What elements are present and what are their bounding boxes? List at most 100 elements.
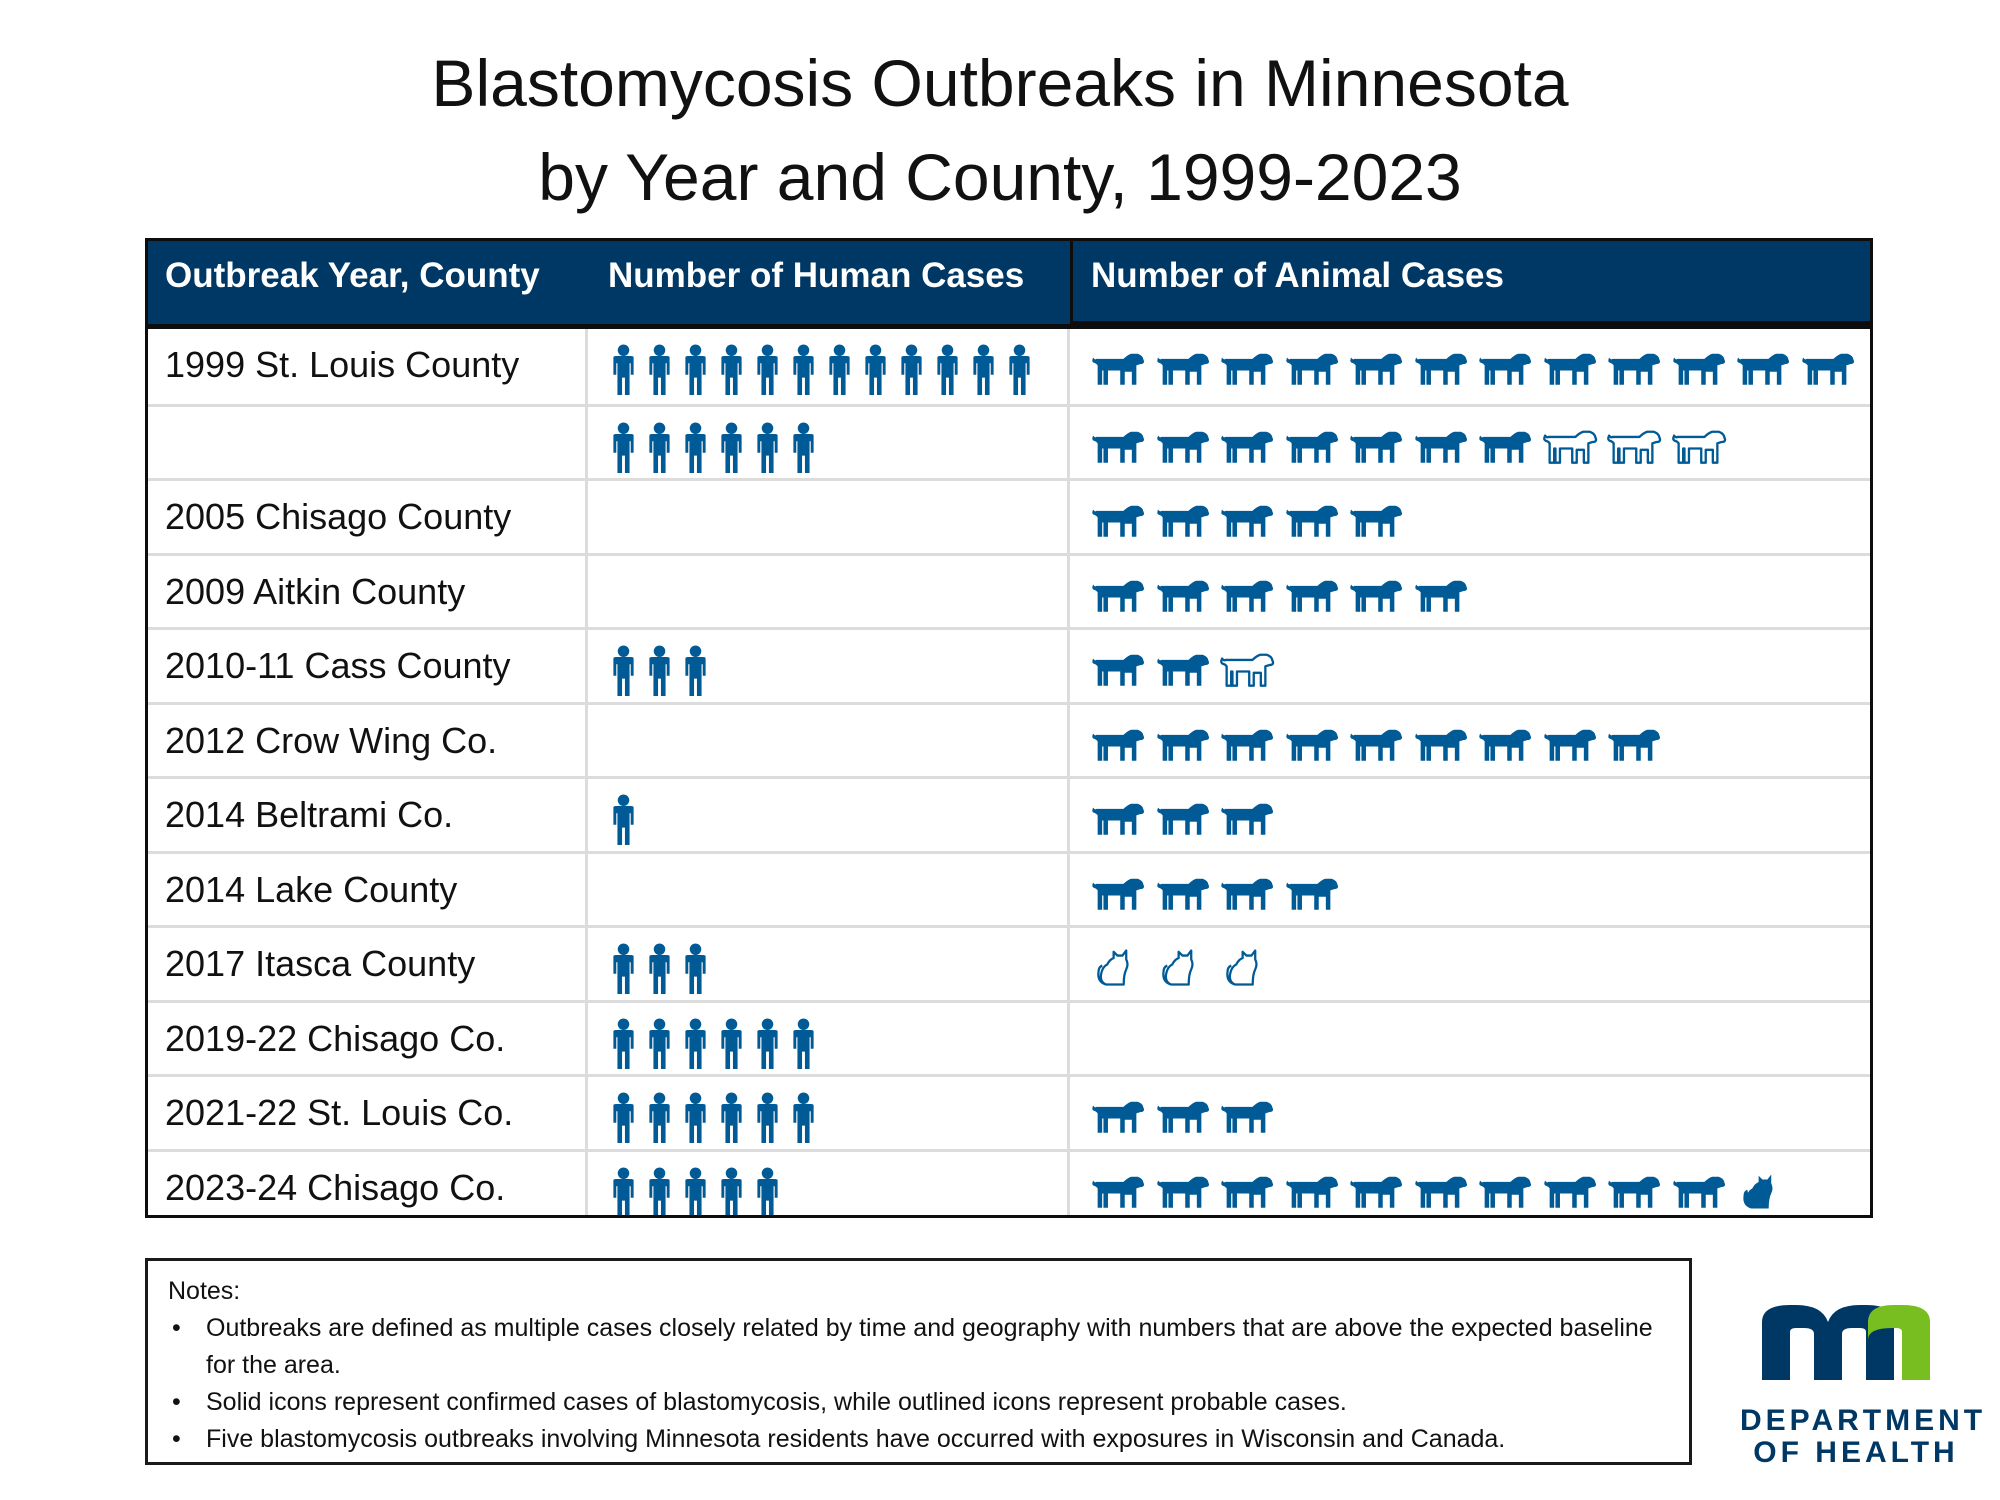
person-icon bbox=[829, 344, 850, 395]
dog-icon bbox=[1543, 729, 1596, 761]
dog-icon bbox=[1092, 878, 1145, 910]
outbreak-label: 2021-22 St. Louis Co. bbox=[148, 1077, 588, 1149]
dog-icon bbox=[1350, 729, 1403, 761]
person-icon bbox=[649, 1166, 670, 1215]
dog-icon bbox=[1156, 431, 1209, 463]
human-cases-cell bbox=[588, 406, 1070, 478]
animal-cases-cell bbox=[1070, 630, 1870, 702]
person-icon bbox=[793, 421, 814, 473]
person-icon bbox=[685, 1166, 706, 1215]
dog-icon bbox=[1092, 1101, 1145, 1133]
dog-icon bbox=[1285, 580, 1338, 612]
person-icon bbox=[757, 344, 778, 395]
dog-icon bbox=[1156, 654, 1209, 686]
person-icon bbox=[865, 344, 886, 395]
dog-icon bbox=[1608, 729, 1661, 761]
table-row: 2017 Itasca County bbox=[148, 925, 1870, 1000]
dog-icon bbox=[1156, 803, 1209, 835]
human-cases-cell bbox=[588, 1002, 1070, 1074]
outbreak-label: 2012 Crow Wing Co. bbox=[148, 704, 588, 776]
cat-icon-outlined bbox=[1161, 949, 1194, 986]
dog-icon-outlined bbox=[1542, 430, 1597, 464]
table-row: 2021-22 St. Louis Co. bbox=[148, 1074, 1870, 1149]
table-row: 2009 Aitkin County bbox=[148, 552, 1870, 628]
person-icon bbox=[721, 1166, 742, 1215]
dog-icon bbox=[1414, 729, 1467, 761]
animal-cases-cell bbox=[1070, 329, 1870, 404]
table-row bbox=[148, 403, 1870, 478]
human-cases-cell bbox=[588, 1077, 1070, 1149]
person-icon bbox=[649, 1092, 670, 1143]
chart-title: Blastomycosis Outbreaks in Minnesota by … bbox=[0, 36, 2000, 224]
table-row: 1999 St. Louis County bbox=[148, 329, 1870, 404]
dog-icon bbox=[1285, 1176, 1338, 1208]
human-cases-cell bbox=[588, 704, 1070, 776]
dog-icon-outlined bbox=[1671, 430, 1726, 464]
outbreak-label bbox=[148, 406, 588, 478]
outbreak-label: 2005 Chisago County bbox=[148, 481, 588, 553]
person-icon bbox=[649, 943, 670, 994]
dog-icon bbox=[1156, 729, 1209, 761]
dog-icon bbox=[1350, 1176, 1403, 1208]
dog-icon bbox=[1350, 431, 1403, 463]
dog-icon bbox=[1479, 353, 1532, 385]
title-line-2: by Year and County, 1999-2023 bbox=[538, 140, 1462, 214]
notes-list: Outbreaks are defined as multiple cases … bbox=[168, 1310, 1673, 1458]
human-cases-cell bbox=[588, 853, 1070, 925]
dog-icon bbox=[1221, 353, 1274, 385]
dog-icon bbox=[1156, 1176, 1209, 1208]
person-icon bbox=[685, 421, 706, 473]
person-icon bbox=[721, 1017, 742, 1069]
person-icon bbox=[649, 421, 670, 473]
title-line-1: Blastomycosis Outbreaks in Minnesota bbox=[431, 46, 1569, 120]
dog-icon bbox=[1156, 1101, 1209, 1133]
notes-heading: Notes: bbox=[168, 1277, 241, 1305]
human-cases-cell bbox=[588, 555, 1070, 627]
cat-icon-outlined bbox=[1226, 949, 1258, 986]
dog-icon bbox=[1092, 803, 1145, 835]
person-icon bbox=[613, 344, 634, 395]
table-row: 2023-24 Chisago Co. bbox=[148, 1148, 1870, 1215]
animal-cases-cell bbox=[1070, 556, 1870, 628]
human-cases-cell bbox=[588, 1151, 1070, 1215]
dog-icon bbox=[1221, 878, 1274, 910]
dog-icon bbox=[1414, 580, 1467, 612]
person-icon bbox=[685, 1017, 706, 1069]
dog-icon bbox=[1221, 729, 1274, 761]
outbreak-label: 1999 St. Louis County bbox=[148, 329, 588, 404]
outbreak-label: 2010-11 Cass County bbox=[148, 630, 588, 702]
column-header-animal-cases: Number of Animal Cases bbox=[1070, 241, 1870, 324]
dog-icon bbox=[1479, 1176, 1532, 1208]
dog-icon bbox=[1737, 353, 1790, 385]
person-icon bbox=[901, 344, 922, 395]
dog-icon bbox=[1285, 505, 1338, 537]
person-icon bbox=[613, 1166, 634, 1215]
person-icon bbox=[793, 1017, 814, 1069]
outbreak-label: 2014 Lake County bbox=[148, 853, 588, 925]
dog-icon bbox=[1285, 431, 1338, 463]
outbreak-label: 2017 Itasca County bbox=[148, 928, 588, 1000]
dog-icon bbox=[1221, 1101, 1274, 1133]
person-icon bbox=[757, 421, 778, 473]
dog-icon bbox=[1092, 431, 1145, 463]
note-item: Five blastomycosis outbreaks involving M… bbox=[168, 1421, 1673, 1458]
person-icon bbox=[649, 645, 670, 696]
person-icon bbox=[685, 645, 706, 696]
dog-icon bbox=[1221, 803, 1274, 835]
dog-icon bbox=[1156, 353, 1209, 385]
mdh-logo: DEPARTMENT OF HEALTH bbox=[1740, 1300, 1982, 1470]
animal-cases-cell bbox=[1070, 854, 1870, 926]
dog-icon bbox=[1285, 878, 1338, 910]
animal-cases-cell bbox=[1070, 481, 1870, 553]
dog-icon bbox=[1801, 353, 1854, 385]
animal-cases-cell bbox=[1070, 779, 1870, 851]
dog-icon bbox=[1608, 1176, 1661, 1208]
animal-cases-cell bbox=[1070, 928, 1870, 1000]
dog-icon bbox=[1092, 1176, 1145, 1208]
person-icon bbox=[793, 344, 814, 395]
dog-icon bbox=[1479, 729, 1532, 761]
table-row: 2012 Crow Wing Co. bbox=[148, 701, 1870, 776]
dog-icon bbox=[1414, 431, 1467, 463]
dog-icon bbox=[1350, 353, 1403, 385]
dog-icon bbox=[1092, 580, 1145, 612]
